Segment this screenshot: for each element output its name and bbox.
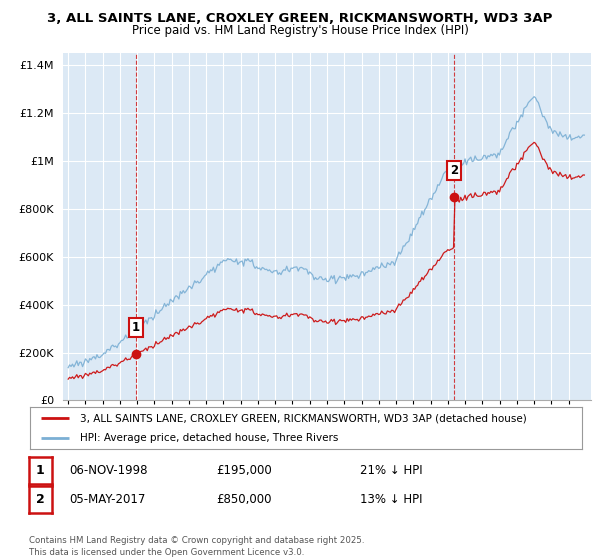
Text: £195,000: £195,000 bbox=[216, 464, 272, 477]
Text: Contains HM Land Registry data © Crown copyright and database right 2025.
This d: Contains HM Land Registry data © Crown c… bbox=[29, 536, 364, 557]
Text: 13% ↓ HPI: 13% ↓ HPI bbox=[360, 493, 422, 506]
Text: 2: 2 bbox=[36, 493, 44, 506]
Text: Price paid vs. HM Land Registry's House Price Index (HPI): Price paid vs. HM Land Registry's House … bbox=[131, 24, 469, 37]
Text: 21% ↓ HPI: 21% ↓ HPI bbox=[360, 464, 422, 477]
Text: 05-MAY-2017: 05-MAY-2017 bbox=[69, 493, 145, 506]
Text: 2: 2 bbox=[450, 164, 458, 177]
Text: £850,000: £850,000 bbox=[216, 493, 271, 506]
Text: HPI: Average price, detached house, Three Rivers: HPI: Average price, detached house, Thre… bbox=[80, 433, 338, 443]
Text: 3, ALL SAINTS LANE, CROXLEY GREEN, RICKMANSWORTH, WD3 3AP: 3, ALL SAINTS LANE, CROXLEY GREEN, RICKM… bbox=[47, 12, 553, 25]
Text: 06-NOV-1998: 06-NOV-1998 bbox=[69, 464, 148, 477]
Text: 3, ALL SAINTS LANE, CROXLEY GREEN, RICKMANSWORTH, WD3 3AP (detached house): 3, ALL SAINTS LANE, CROXLEY GREEN, RICKM… bbox=[80, 413, 526, 423]
Text: 1: 1 bbox=[132, 321, 140, 334]
Text: 1: 1 bbox=[36, 464, 44, 477]
